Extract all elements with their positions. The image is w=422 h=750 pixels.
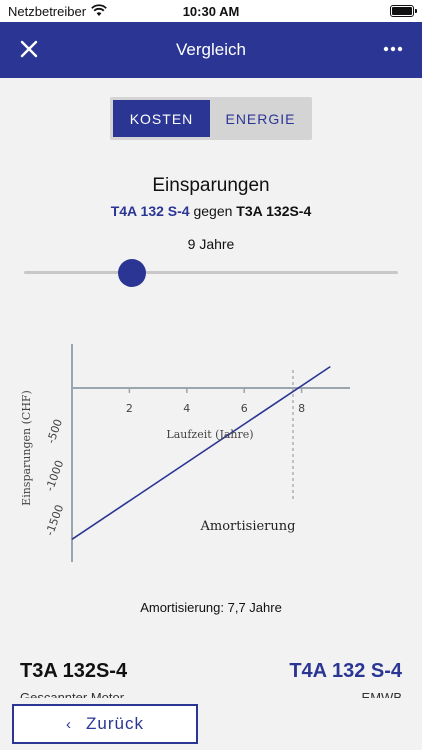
back-button[interactable]: ‹ Zurück — [12, 704, 198, 744]
right-motor-model: T4A 132 S-4 — [289, 660, 402, 682]
more-icon[interactable] — [378, 34, 408, 64]
payback-annotation: Amortisierung — [200, 519, 296, 534]
x-tick-label: 6 — [241, 402, 248, 415]
x-axis-label: Laufzeit (Jahre) — [166, 428, 253, 441]
left-motor-model: T3A 132S-4 — [20, 660, 128, 682]
y-tick-label: -1000 — [43, 459, 66, 493]
status-bar: Netzbetreiber 10:30 AM — [0, 0, 422, 22]
comparison-subtitle: T4A 132 S-4 gegen T3A 132S-4 — [0, 203, 422, 219]
motor-a-label: T4A 132 S-4 — [110, 203, 190, 219]
tab-kosten[interactable]: KOSTEN — [113, 100, 210, 137]
x-tick-label: 8 — [298, 402, 305, 415]
cost-energy-toggle: KOSTEN ENERGIE — [110, 97, 312, 140]
nav-bar: Vergleich — [0, 22, 422, 78]
page-title: Vergleich — [176, 40, 246, 59]
series-line-savings — [71, 365, 331, 540]
battery-icon — [390, 5, 417, 17]
slider-track[interactable] — [24, 271, 398, 274]
savings-chart: 2 4 6 8 -500 -1000 -1500 Laufzeit (Jahre) Ein… — [20, 344, 350, 562]
clock: 10:30 AM — [182, 4, 240, 19]
years-label: 9 Jahre — [187, 236, 235, 252]
payback-summary: Amortisierung: 7,7 Jahre — [140, 600, 282, 615]
wifi-icon — [91, 4, 107, 16]
years-slider[interactable] — [24, 259, 398, 287]
savings-heading: Einsparungen — [152, 175, 270, 196]
y-tick-label: -1500 — [43, 503, 66, 537]
back-button-label: Zurück — [86, 714, 144, 733]
carrier-label: Netzbetreiber — [8, 4, 87, 19]
motor-b-label: T3A 132S-4 — [236, 203, 312, 219]
x-tick-label: 4 — [183, 402, 190, 415]
versus-label: gegen — [193, 203, 233, 219]
y-axis-label: Einsparungen (CHF) — [20, 390, 33, 506]
tab-energie[interactable]: ENERGIE — [225, 110, 296, 127]
bottom-bar: ‹ Zurück — [0, 698, 422, 750]
close-icon[interactable] — [14, 34, 44, 64]
y-tick-label: -500 — [44, 417, 65, 445]
chevron-left-icon: ‹ — [66, 715, 73, 733]
x-tick-label: 2 — [126, 402, 133, 415]
slider-thumb[interactable] — [118, 259, 146, 287]
